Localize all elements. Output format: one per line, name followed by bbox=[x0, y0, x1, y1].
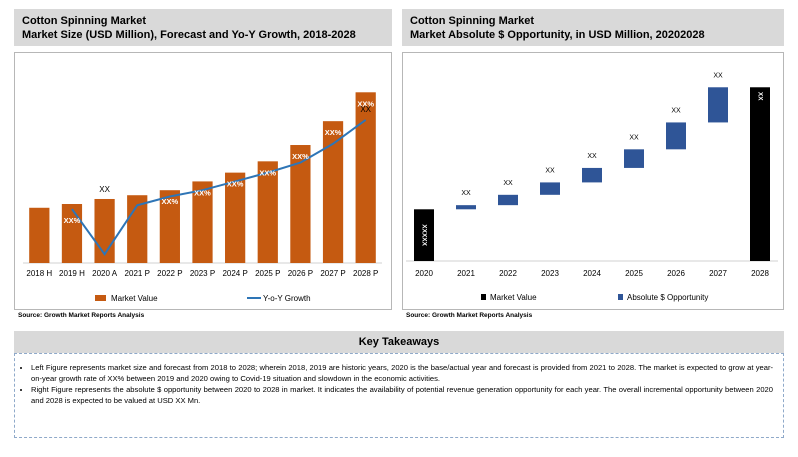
data-label: XX% bbox=[227, 180, 244, 189]
bar-absolute-opportunity bbox=[540, 182, 560, 195]
key-takeaways-title: Key Takeaways bbox=[14, 331, 784, 353]
left-chart-subtitle: Market Size (USD Million), Forecast and … bbox=[22, 29, 356, 41]
data-label: XX% bbox=[357, 99, 374, 108]
left-chart-title: Cotton Spinning Market bbox=[22, 15, 147, 27]
bar-absolute-opportunity bbox=[582, 167, 602, 183]
data-label: XX% bbox=[162, 197, 179, 206]
x-tick-label: 2018 H bbox=[26, 269, 52, 278]
x-tick-label: 2020 A bbox=[92, 269, 118, 278]
data-label: XX% bbox=[259, 168, 276, 177]
bar-market-value bbox=[322, 121, 344, 263]
x-tick-label: 2028 bbox=[751, 269, 769, 278]
data-label: XX% bbox=[194, 188, 211, 197]
data-label: XX bbox=[671, 107, 681, 114]
takeaway-item: Right Figure represents the absolute $ o… bbox=[31, 384, 773, 406]
legend-swatch-absolute-opportunity bbox=[618, 294, 623, 300]
bar-absolute-opportunity bbox=[666, 122, 686, 150]
right-chart-title: Cotton Spinning Market bbox=[410, 15, 535, 27]
legend-swatch-market-value bbox=[95, 295, 106, 301]
right-source-note: Source: Growth Market Reports Analysis bbox=[406, 312, 533, 319]
legend-label-market-value: Market Value bbox=[111, 294, 158, 303]
bar-market-value bbox=[290, 145, 311, 263]
x-tick-label: 2026 bbox=[667, 269, 685, 278]
x-tick-label: 2028 P bbox=[353, 269, 378, 278]
bar-absolute-opportunity bbox=[456, 205, 476, 210]
x-tick-label: 2023 P bbox=[190, 269, 215, 278]
x-tick-label: 2027 P bbox=[320, 269, 345, 278]
data-label: XX bbox=[587, 153, 597, 160]
legend-label-absolute-opportunity: Absolute $ Opportunity bbox=[627, 293, 708, 302]
bar-market-value bbox=[414, 209, 434, 261]
takeaway-item: Left Figure represents market size and f… bbox=[31, 362, 773, 384]
left-source-note: Source: Growth Market Reports Analysis bbox=[18, 312, 145, 319]
x-tick-label: 2025 P bbox=[255, 269, 280, 278]
data-label: XX% bbox=[292, 152, 309, 161]
data-label: XX bbox=[503, 180, 513, 187]
line-yoy-growth bbox=[71, 119, 367, 256]
bar-market-value bbox=[29, 207, 50, 263]
bar-market-value bbox=[355, 92, 376, 263]
legend-swatch-market-value bbox=[481, 294, 486, 300]
x-tick-label: 2024 P bbox=[222, 269, 247, 278]
bar-absolute-opportunity bbox=[624, 149, 644, 168]
x-tick-label: 2024 bbox=[583, 269, 601, 278]
data-label: XX bbox=[545, 167, 555, 174]
bar-absolute-opportunity bbox=[498, 194, 518, 206]
x-tick-label: 2021 bbox=[457, 269, 475, 278]
data-label: XX bbox=[756, 92, 763, 101]
x-tick-label: 2020 bbox=[415, 269, 433, 278]
data-label: XX bbox=[713, 72, 723, 79]
x-tick-label: 2027 bbox=[709, 269, 727, 278]
legend-label-yoy-growth: Y-o-Y Growth bbox=[263, 294, 311, 303]
bar-market-value bbox=[257, 161, 278, 263]
bar-market-value bbox=[225, 172, 246, 263]
bar-market-value bbox=[159, 190, 180, 263]
left-chart-panel: 2018 H 2019 H 2020 A 2021 P 2022 P 2023 P 2024… bbox=[14, 52, 392, 310]
right-chart-subtitle: Market Absolute $ Opportunity, in USD Mi… bbox=[410, 29, 705, 41]
x-tick-label: 2022 P bbox=[157, 269, 182, 278]
right-chart-header: Cotton Spinning Market Market Absolute $… bbox=[402, 9, 784, 46]
x-tick-label: 2019 H bbox=[59, 269, 85, 278]
data-label: XX% bbox=[325, 128, 342, 137]
legend-label-market-value: Market Value bbox=[490, 293, 537, 302]
right-chart-panel: 2020 XXXXX 2021 XX 2022 XX 2023 XX 2024 XX 2025 XX 2… bbox=[402, 52, 784, 310]
data-label: XX bbox=[99, 185, 110, 194]
data-label: XX bbox=[461, 190, 471, 197]
bar-market-value bbox=[61, 204, 83, 263]
left-chart-header: Cotton Spinning Market Market Size (USD … bbox=[14, 9, 392, 46]
x-tick-label: 2023 bbox=[541, 269, 559, 278]
x-tick-label: 2025 bbox=[625, 269, 643, 278]
x-tick-label: 2026 P bbox=[288, 269, 313, 278]
market-size-chart: 2018 H 2019 H 2020 A 2021 P 2022 P 2023 P 2024… bbox=[23, 92, 382, 303]
data-label: XX bbox=[629, 134, 639, 141]
line-end-label: XX bbox=[360, 105, 371, 114]
data-label: XX% bbox=[64, 216, 81, 225]
bar-market-value bbox=[750, 87, 770, 261]
x-tick-label: 2022 bbox=[499, 269, 517, 278]
absolute-opportunity-chart: 2020 XXXXX 2021 XX 2022 XX 2023 XX 2024 XX 2025 XX 2… bbox=[406, 72, 778, 302]
data-label: XXXXX bbox=[420, 224, 427, 246]
bar-absolute-opportunity bbox=[708, 87, 728, 123]
x-tick-label: 2021 P bbox=[125, 269, 150, 278]
key-takeaways-box: Left Figure represents market size and f… bbox=[14, 353, 784, 438]
bar-market-value bbox=[192, 181, 213, 263]
